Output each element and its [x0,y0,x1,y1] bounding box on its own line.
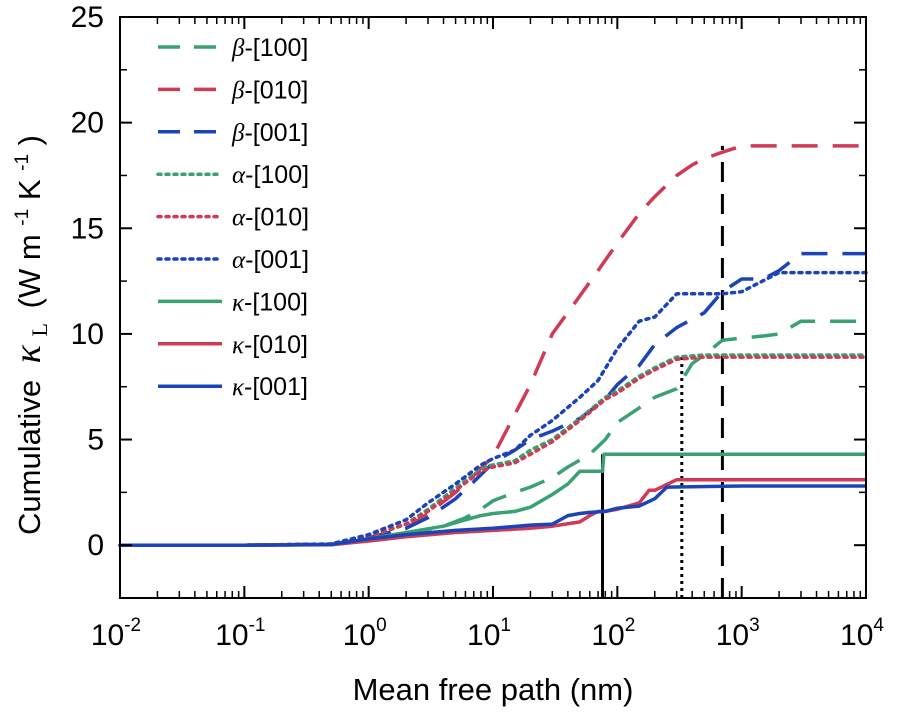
y-tick-label: 0 [87,529,104,562]
tick-labels: 10-2 10-1 100 101 102 103 104 0 5 10 15 20 25 [71,1,885,652]
legend-label: α-[001] [232,246,309,274]
y-axis-label: Cumulative κ L (W m -1 K -1 ) [0,135,54,535]
legend-label: β-[001] [231,119,308,147]
y-tick-label: 25 [71,1,104,34]
y-tick-label: 20 [71,107,104,140]
y-tick-label: 5 [87,424,104,457]
y-axis-label-subscript: L [27,323,52,336]
reference-lines [601,145,724,598]
y-axis-label-unit-mid: K [12,179,47,200]
y-axis-label-exp2: -1 [12,154,33,171]
x-tick-label: 101 [467,615,511,652]
legend-label: κ-[100] [232,288,308,316]
axis-ticks [119,16,867,599]
x-tick-label: 102 [591,615,635,652]
legend-label: κ-[010] [232,331,308,359]
series-line-5 [118,355,868,547]
x-tick-label: 10-1 [215,615,265,652]
x-tick-label: 104 [840,615,884,652]
x-tick-label: 10-2 [91,615,141,652]
y-axis-label-exp1: -1 [12,209,33,226]
series-line-9 [120,484,866,547]
y-axis-label-symbol: κ [7,344,49,363]
series-line-6 [118,270,868,547]
y-axis-label-unit-close: ) [12,135,47,145]
x-axis-label: Mean free path (nm) [353,672,634,707]
legend-label: α-[100] [232,161,309,189]
legend-label: β-[100] [231,34,308,62]
x-tick-label: 100 [343,615,387,652]
series-lines [118,144,868,547]
svg-text:Cumulative κ L: Cumulative κ L (W m -1 K -1 ) [0,135,54,535]
y-tick-label: 10 [71,318,104,351]
legend-label: β-[010] [231,76,308,104]
y-axis-label-prefix: Cumulative [12,380,47,535]
legend-label: α-[010] [232,204,309,232]
series-line-8 [120,477,866,547]
x-tick-label: 103 [716,615,760,652]
legend-label: κ-[001] [232,373,308,401]
y-axis-label-unit-open: (W m [12,234,47,308]
y-tick-label: 15 [71,212,104,245]
legend: β-[100] β-[010] β-[001] α-[100] α-[010] α-[00… [156,34,309,401]
